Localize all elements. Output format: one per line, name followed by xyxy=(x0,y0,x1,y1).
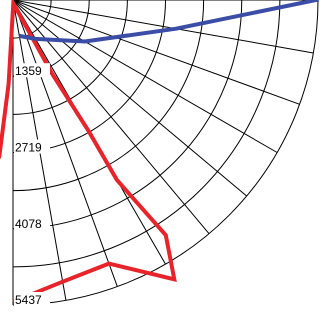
radial-grid-arc xyxy=(12,0,243,230)
angular-grid-spoke xyxy=(12,0,278,153)
radial-tick-label: 4078 xyxy=(15,217,42,231)
series-layer xyxy=(0,0,320,304)
angular-grid-spoke xyxy=(12,0,118,287)
angular-grid-spoke xyxy=(12,0,247,197)
angular-grid-spoke xyxy=(12,0,314,54)
radial-tick-label: 2719 xyxy=(15,141,42,155)
radial-grid-arc xyxy=(12,0,128,115)
angular-grid-spoke xyxy=(12,0,300,105)
series-line-1 xyxy=(0,0,177,304)
tick-label-background xyxy=(14,215,50,230)
radial-grid-arc xyxy=(12,0,205,192)
radial-tick-label: 5437 xyxy=(15,293,42,307)
polar-grid xyxy=(12,0,319,306)
tick-labels: 1359 2719 4078 5437 xyxy=(14,63,50,307)
radial-tick-label: 1359 xyxy=(15,64,42,78)
tick-label-background xyxy=(14,63,50,78)
tick-label-background xyxy=(14,139,50,154)
radial-grid-arc xyxy=(12,0,281,268)
radial-grid-arc xyxy=(12,0,319,306)
series-line-2 xyxy=(18,0,320,44)
tick-label-background xyxy=(14,292,50,306)
angular-grid-spoke xyxy=(12,0,210,234)
